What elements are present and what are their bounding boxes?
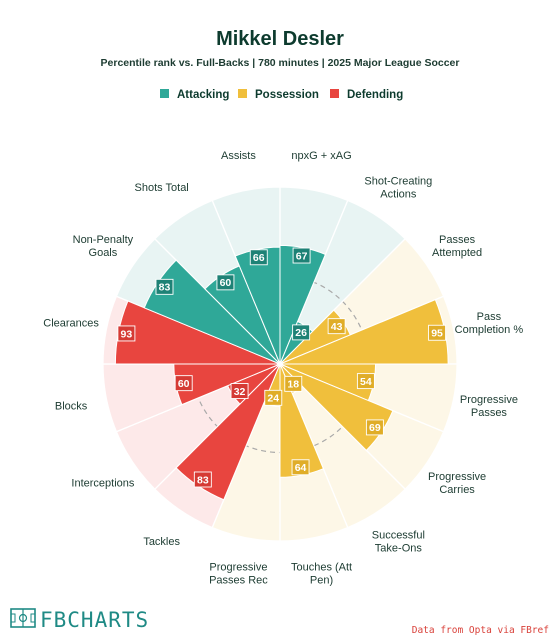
category-label: Carries — [439, 484, 475, 496]
value-badge — [292, 247, 311, 264]
value-label: 67 — [296, 250, 308, 262]
category-label: Interceptions — [71, 477, 134, 489]
chart-title: Mikkel Desler — [216, 28, 344, 50]
category-labels: npxG + xAGShot-CreatingActionsPassesAtte… — [43, 150, 523, 586]
legend: Attacking Possession Defending — [160, 89, 403, 101]
value-label: 83 — [197, 474, 209, 486]
category-label: Pass — [477, 311, 502, 323]
category-label: Progressive — [428, 471, 486, 483]
category-label: Completion % — [455, 324, 524, 336]
value-label: 66 — [253, 252, 265, 264]
category-label: Progressive — [460, 394, 518, 406]
value-badge — [284, 375, 303, 392]
legend-label: Possession — [255, 89, 319, 101]
category-label: Pen) — [310, 574, 333, 586]
category-label: Take-Ons — [375, 543, 423, 555]
value-label: 93 — [121, 328, 133, 340]
value-badge — [193, 471, 212, 488]
value-badge — [356, 373, 375, 390]
pitch-icon — [10, 608, 36, 628]
value-badge — [249, 249, 268, 266]
category-label: Passes — [439, 234, 476, 246]
legend-swatch — [238, 89, 247, 98]
category-label: Touches (Att — [291, 561, 352, 573]
value-badge — [327, 318, 346, 335]
category-label: Shot-Creating — [364, 175, 432, 187]
category-label: Blocks — [55, 401, 88, 413]
category-label: Tackles — [143, 536, 180, 548]
value-label: 69 — [369, 422, 381, 434]
category-label: Successful — [372, 530, 425, 542]
category-label: Shots Total — [135, 182, 189, 194]
category-label: Assists — [221, 150, 256, 162]
value-badges: 67 26 43 95 54 69 18 64 24 83 32 60 93 83 60 66 — [117, 247, 447, 488]
value-badge — [155, 278, 174, 295]
value-label: 83 — [159, 282, 171, 294]
value-badge — [216, 274, 235, 291]
value-badge — [291, 459, 310, 476]
value-badge — [230, 383, 249, 399]
value-label: 60 — [220, 277, 232, 289]
value-badge — [365, 419, 384, 436]
value-label: 32 — [234, 386, 246, 398]
legend-swatch — [330, 89, 339, 98]
value-label: 60 — [178, 378, 190, 390]
category-label: Goals — [89, 247, 118, 259]
data-source: Data from Opta via FBref — [412, 625, 549, 636]
category-label: Non-Penalty — [73, 234, 134, 246]
category-label: Attempted — [432, 247, 482, 259]
value-label: 26 — [295, 327, 307, 339]
value-label: 95 — [431, 328, 443, 340]
legend-swatch — [160, 89, 169, 98]
value-badge — [264, 389, 283, 406]
value-label: 24 — [267, 393, 279, 405]
value-badge — [174, 375, 193, 392]
value-badge — [292, 324, 311, 341]
category-label: Clearances — [43, 317, 99, 329]
chart-subtitle: Percentile rank vs. Full-Backs | 780 min… — [101, 57, 460, 69]
bars — [114, 244, 449, 501]
category-label: Passes Rec — [209, 574, 268, 586]
category-label: Passes — [471, 407, 508, 419]
value-label: 54 — [360, 376, 372, 388]
category-label: Actions — [380, 188, 417, 200]
value-badge — [428, 324, 447, 341]
value-label: 64 — [295, 462, 307, 474]
brand-name: FBCHARTS — [40, 608, 149, 632]
value-badge — [117, 325, 136, 342]
value-label: 43 — [331, 321, 343, 333]
brand-logo: FBCHARTS — [10, 608, 149, 632]
category-label: Progressive — [209, 561, 267, 573]
legend-label: Attacking — [177, 89, 229, 101]
legend-label: Defending — [347, 89, 403, 101]
value-label: 18 — [287, 379, 299, 391]
category-label: npxG + xAG — [291, 150, 351, 162]
